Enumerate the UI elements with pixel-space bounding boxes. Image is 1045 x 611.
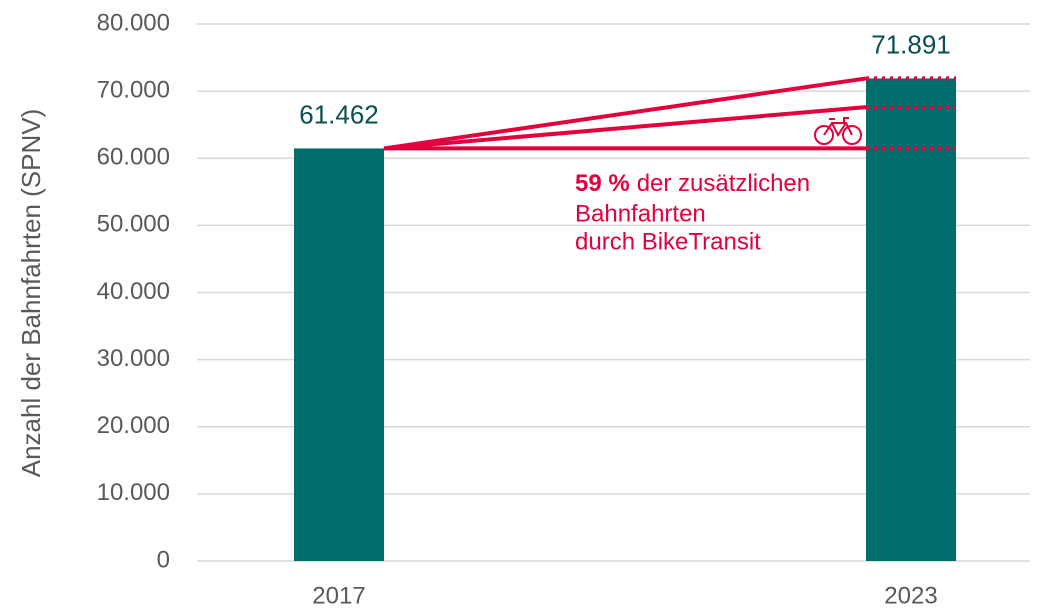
y-tick-label: 50.000 (97, 211, 170, 238)
annotation-text: durch BikeTransit (575, 228, 761, 255)
y-tick-label: 10.000 (97, 479, 170, 506)
annotation-text: Bahnfahrten (575, 200, 706, 227)
x-tick-label: 2017 (312, 582, 365, 609)
y-tick-label: 40.000 (97, 278, 170, 305)
value-label: 61.462 (299, 99, 379, 129)
annotation-text: der zusätzlichen (637, 170, 810, 197)
bike-icon (814, 117, 862, 145)
y-tick-label: 70.000 (97, 76, 170, 103)
y-tick-label: 20.000 (97, 412, 170, 439)
value-label: 71.891 (871, 29, 951, 59)
bar (866, 78, 956, 561)
annotation: 59 % der zusätzlichen (575, 170, 810, 197)
annotation-bold: 59 % (575, 170, 630, 197)
reference-line (383, 105, 867, 151)
y-tick-label: 60.000 (97, 144, 170, 171)
x-tick-label: 2023 (884, 582, 937, 609)
y-axis-title: Anzahl der Bahnfahrten (SPNV) (16, 109, 46, 478)
bar (294, 148, 384, 561)
reference-line (383, 76, 867, 151)
y-tick-label: 30.000 (97, 345, 170, 372)
y-tick-label: 0 (157, 546, 170, 573)
y-tick-label: 80.000 (97, 9, 170, 36)
